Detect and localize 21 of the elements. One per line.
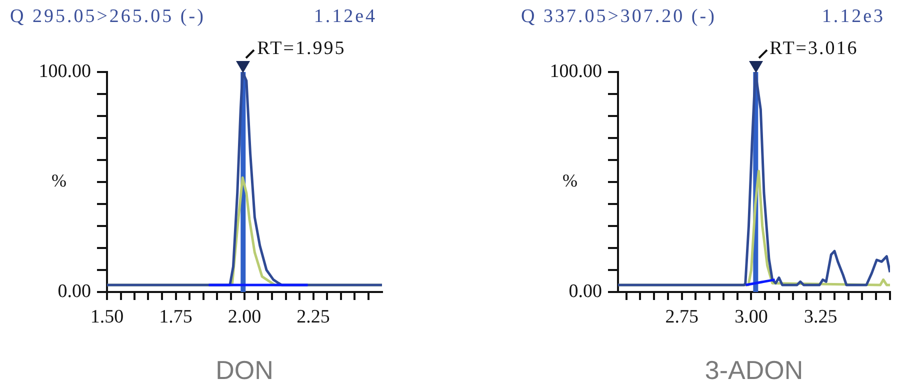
x-tick-label: 2.25 xyxy=(296,306,330,328)
chart-title: Q 295.05>265.05 (-) xyxy=(10,6,206,27)
x-axis-title: DON xyxy=(216,355,274,386)
y-axis-title: % xyxy=(562,170,578,191)
y-tick-label: 100.00 xyxy=(38,60,91,82)
x-tick-label: 2.00 xyxy=(228,306,262,328)
x-tick-label: 3.25 xyxy=(804,306,838,328)
annotation: RT=1.995 xyxy=(257,38,346,59)
y-axis-title: % xyxy=(52,170,66,191)
chart-title: Q 337.05>307.20 (-) xyxy=(521,6,716,27)
text: 1.12e4 xyxy=(314,6,377,27)
y-tick-label: 100.00 xyxy=(550,60,602,82)
y-tick-label: 0.00 xyxy=(568,280,602,302)
annotation: RT=3.016 xyxy=(770,38,858,59)
x-tick-label: 2.75 xyxy=(665,306,698,328)
x-tick-label: 1.75 xyxy=(159,306,192,328)
x-tick-label: 1.50 xyxy=(90,306,124,328)
x-axis-title: 3-ADON xyxy=(704,355,804,386)
y-tick-label: 0.00 xyxy=(58,280,91,302)
text: 1.12e3 xyxy=(822,6,885,27)
x-tick-label: 3.00 xyxy=(734,306,768,328)
